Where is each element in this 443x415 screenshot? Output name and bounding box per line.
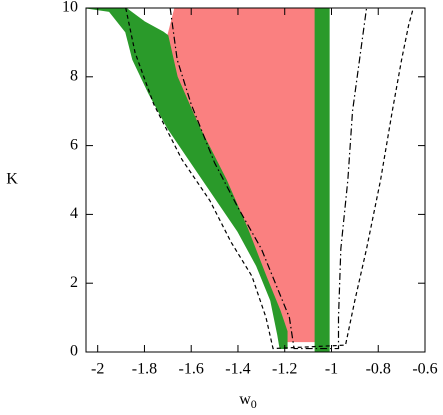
filled-region [314, 7, 330, 353]
x-tick-label: -0.6 [412, 361, 437, 378]
dashdot-line [169, 7, 368, 350]
x-label-main: w [239, 391, 251, 408]
x-label-subscript: 0 [251, 397, 257, 411]
y-tick-label: 10 [62, 0, 78, 16]
x-axis-label: w0 [239, 391, 257, 411]
y-axis-label: K [6, 171, 18, 188]
x-tick-label: -1 [325, 361, 338, 378]
y-tick-label: 0 [70, 343, 78, 360]
x-tick-label: -1.8 [132, 361, 157, 378]
y-tick-label: 4 [70, 205, 78, 222]
y-tick-label: 2 [70, 274, 78, 291]
x-tick-label: -1.4 [225, 361, 250, 378]
plot-frame [85, 7, 426, 353]
y-tick-label: 6 [70, 136, 78, 153]
x-tick-label: -1.2 [272, 361, 297, 378]
x-tick-label: -1.6 [179, 361, 204, 378]
filled-region [85, 7, 288, 350]
dashed-line [125, 7, 414, 350]
y-tick-label: 8 [70, 67, 78, 84]
x-tick-label: -0.8 [366, 361, 391, 378]
x-tick-label: -2 [91, 361, 104, 378]
filled-region [167, 7, 316, 343]
